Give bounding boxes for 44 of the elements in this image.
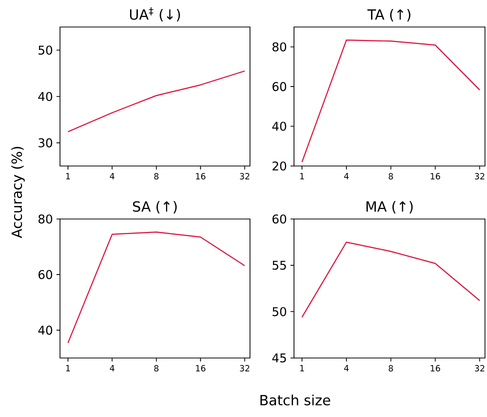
x-tick-label: 4: [110, 365, 114, 372]
x-tick-label: 1: [300, 365, 304, 372]
chart-title: TA (↑): [367, 8, 410, 22]
x-tick-label: 32: [240, 365, 250, 372]
x-tick-label: 32: [240, 173, 250, 180]
y-tick-label: 50: [272, 307, 286, 316]
y-axis-title: Accuracy (%): [11, 146, 25, 238]
y-tick-label: 80: [38, 214, 52, 224]
y-tick-label: 45: [272, 354, 286, 362]
x-tick-label: 8: [154, 173, 158, 180]
x-tick-label: 8: [388, 173, 393, 180]
x-tick-label: 8: [388, 365, 393, 372]
line-series: [67, 232, 246, 344]
y-tick-label: 60: [38, 270, 52, 280]
y-tick-label: 40: [38, 326, 52, 335]
x-tick-label: 1: [300, 173, 304, 180]
chart-title: SA (↑): [133, 200, 177, 214]
x-tick-label: 4: [110, 173, 114, 180]
x-tick-label: 1: [66, 173, 70, 180]
x-tick-label: 32: [474, 365, 484, 372]
x-tick-label: 4: [344, 173, 349, 180]
y-tick-label: 40: [38, 92, 52, 102]
y-tick-label: 50: [38, 46, 52, 55]
line-series: [301, 40, 480, 163]
line-series: [301, 242, 480, 318]
x-tick-label: 16: [430, 173, 440, 180]
x-tick-label: 8: [154, 365, 158, 372]
x-tick-label: 1: [66, 365, 70, 372]
y-tick-label: 60: [272, 214, 286, 224]
y-tick-label: 80: [272, 42, 286, 52]
x-tick-label: 16: [430, 365, 440, 372]
y-tick-label: 20: [272, 161, 286, 171]
y-tick-label: 40: [272, 122, 286, 131]
y-tick-label: 30: [38, 138, 52, 148]
chart-title: UA$^{‡}$ (↓): [130, 7, 180, 22]
x-tick-label: 4: [344, 365, 349, 372]
line-series: [67, 70, 246, 132]
x-tick-label: 32: [474, 173, 484, 180]
x-axis-title: Batch size: [260, 394, 330, 406]
y-tick-label: 55: [272, 260, 286, 270]
x-tick-label: 16: [196, 173, 206, 180]
chart-title: MA (↑): [366, 200, 413, 214]
x-tick-label: 16: [196, 365, 206, 372]
y-tick-label: 60: [272, 82, 286, 92]
